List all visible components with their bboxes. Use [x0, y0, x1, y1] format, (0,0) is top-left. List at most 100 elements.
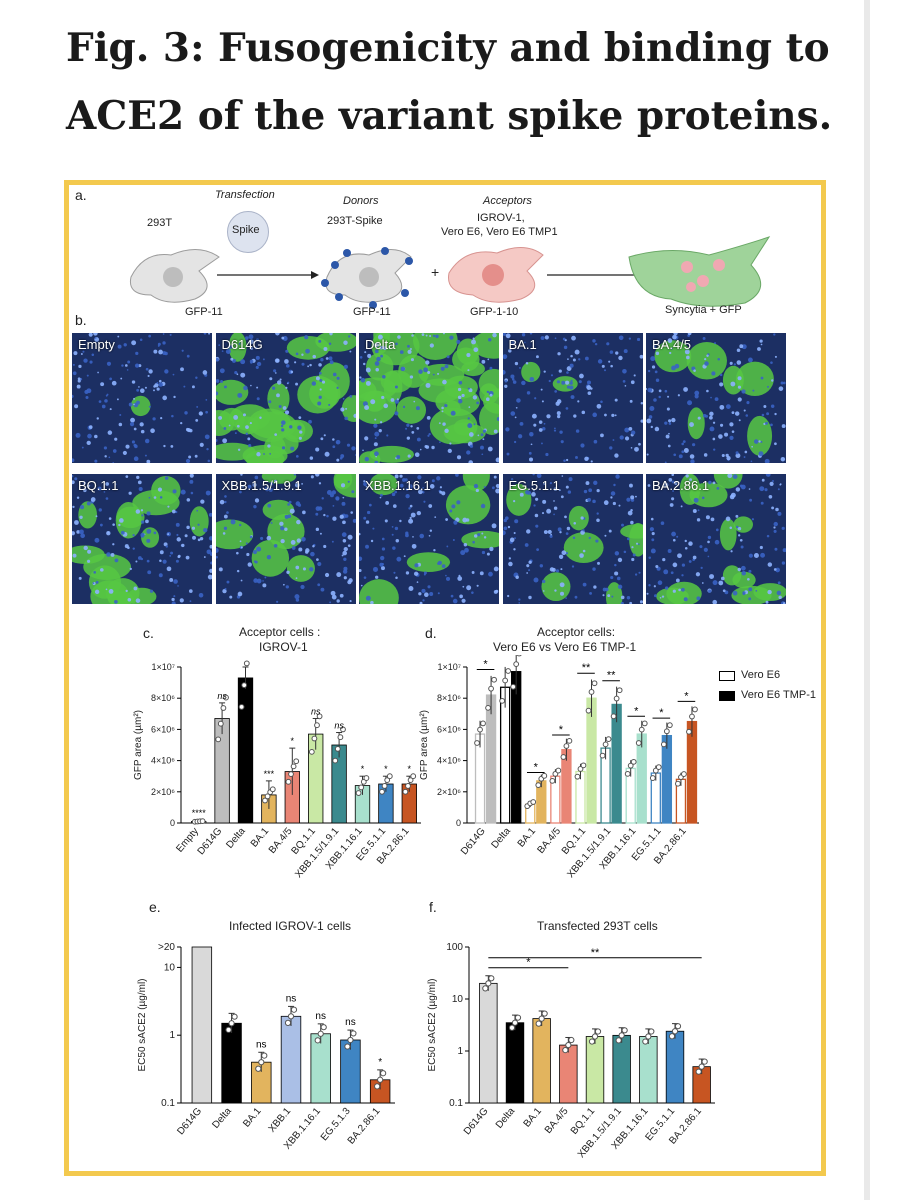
nucleus-dot [140, 509, 144, 512]
nucleus-dot [467, 387, 470, 390]
nucleus-dot [587, 391, 591, 395]
nucleus-dot [725, 516, 731, 522]
y-tick-label: 100 [446, 942, 463, 953]
nucleus-dot [343, 546, 348, 552]
nucleus-dot [118, 523, 121, 527]
syncytia-nuclei [681, 259, 725, 292]
nucleus-dot [232, 414, 238, 420]
nucleus-dot [270, 522, 273, 524]
nucleus-dot [94, 336, 97, 339]
data-point [541, 772, 548, 779]
nucleus-dot [162, 341, 166, 345]
nucleus-dot [721, 453, 725, 458]
nucleus-dot [668, 422, 672, 425]
gfp-syncytium [679, 474, 701, 505]
nucleus-dot [755, 589, 758, 592]
nucleus-dot [517, 434, 522, 439]
significance-label: ns [256, 1039, 267, 1050]
nucleus-dot [619, 435, 624, 440]
nucleus-dot [630, 380, 635, 385]
nucleus-dot [140, 534, 145, 538]
nucleus-dot [162, 559, 167, 564]
data-point [686, 728, 692, 735]
nucleus-dot [491, 486, 495, 490]
nucleus-dot [319, 388, 322, 391]
nucleus-dot [471, 339, 476, 345]
nucleus-dot [528, 431, 534, 437]
nucleus-dot [136, 475, 140, 480]
nucleus-dot [240, 485, 244, 488]
nucleus-dot [684, 539, 687, 543]
nucleus-dot [676, 535, 679, 538]
nucleus-dot [502, 333, 506, 336]
nucleus-dot [609, 364, 613, 368]
nucleus-dot [675, 578, 680, 583]
nucleus-dot [274, 358, 279, 363]
nucleus-dot [129, 567, 132, 571]
spike-plasmid [227, 211, 269, 253]
bar-eg-5-1-1 [665, 1030, 685, 1104]
gfp-syncytium [686, 341, 727, 380]
nucleus-dot [524, 543, 529, 547]
nucleus-dot [525, 529, 530, 534]
nucleus-dot [219, 368, 225, 374]
chart-d-title: Acceptor cells: [537, 625, 616, 639]
nucleus-dot [367, 353, 372, 358]
nucleus-dot [614, 351, 618, 355]
nucleus-dot [558, 554, 563, 559]
nucleus-dot [414, 452, 420, 458]
nucleus-dot [242, 413, 246, 417]
nucleus-dot [203, 556, 206, 558]
nucleus-dot [557, 527, 562, 532]
nucleus-dot [299, 584, 305, 590]
nucleus-dot [104, 455, 107, 458]
nucleus-dot [457, 387, 462, 392]
nucleus-dot [770, 404, 775, 409]
nucleus-dot [377, 334, 383, 340]
nucleus-dot [247, 443, 251, 448]
nucleus-dot [685, 355, 690, 360]
nucleus-dot [343, 576, 347, 580]
nucleus-dot [692, 443, 696, 447]
data-point [477, 726, 483, 733]
bar-delta [221, 1022, 242, 1104]
nucleus-dot [374, 361, 380, 366]
bar-xbb-1-16-1-vero-e6-tmp-1 [636, 733, 647, 824]
nucleus-dot [764, 488, 768, 492]
nucleus-dot [238, 523, 241, 527]
panel-b-label: b. [75, 312, 87, 328]
nucleus-dot [373, 442, 378, 447]
nucleus-dot [221, 438, 227, 444]
gfp-syncytium [461, 530, 499, 549]
micrograph-label: BA.1 [508, 337, 537, 352]
nucleus-dot [467, 423, 473, 429]
nucleus-dot [217, 344, 220, 346]
nucleus-dot [583, 489, 587, 494]
nucleus-dot [683, 387, 688, 392]
nucleus-dot [534, 497, 538, 501]
nucleus-dot [392, 546, 396, 550]
nucleus-dot [476, 401, 480, 405]
nucleus-dot [105, 482, 109, 486]
data-point [671, 1028, 679, 1035]
nucleus-dot [280, 538, 285, 544]
nucleus-dot [343, 364, 348, 369]
gfp-syncytium [563, 532, 604, 564]
nucleus-dot [503, 518, 507, 523]
nucleus-dot [514, 416, 517, 419]
gfp-syncytium [505, 483, 531, 516]
gfp-syncytium [107, 591, 134, 604]
nucleus-dot [763, 422, 766, 426]
nucleus-dot [588, 536, 591, 540]
nucleus-dot [363, 481, 368, 487]
nucleus-dot [256, 361, 261, 367]
nucleus-dot [246, 437, 250, 441]
nucleus-dot [648, 556, 651, 560]
nucleus-dot [630, 557, 634, 562]
nucleus-dot [741, 389, 746, 394]
nucleus-dot [296, 425, 302, 430]
nucleus-dot [504, 427, 510, 432]
nucleus-dot [425, 334, 428, 337]
micrograph-texture [502, 333, 643, 463]
nucleus-dot [88, 425, 93, 429]
